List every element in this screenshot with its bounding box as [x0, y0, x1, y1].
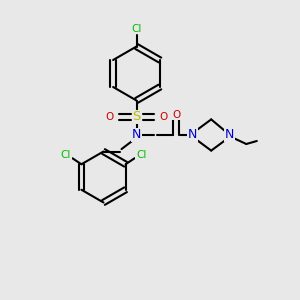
- Text: S: S: [132, 110, 141, 124]
- Text: Cl: Cl: [136, 150, 146, 160]
- Text: N: N: [188, 128, 197, 142]
- Text: O: O: [172, 110, 180, 120]
- Text: N: N: [132, 128, 141, 142]
- Text: O: O: [105, 112, 114, 122]
- Text: O: O: [159, 112, 168, 122]
- Text: N: N: [225, 128, 235, 142]
- Text: Cl: Cl: [131, 23, 142, 34]
- Text: Cl: Cl: [61, 150, 71, 160]
